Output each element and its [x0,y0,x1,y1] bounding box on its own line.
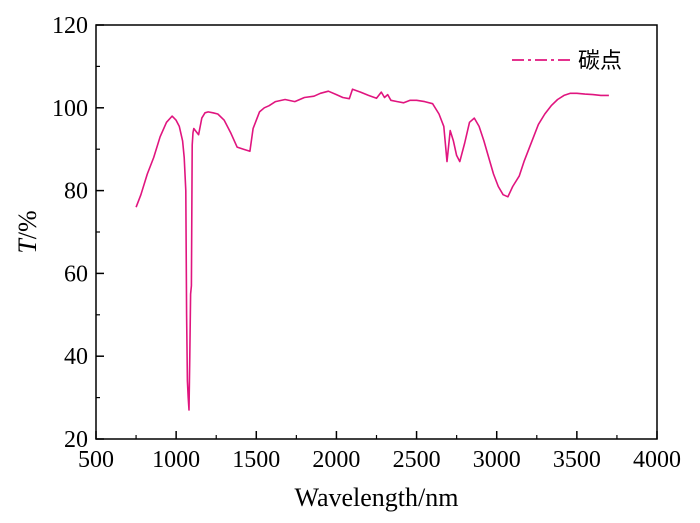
y-tick-label: 60 [64,261,88,287]
y-axis-title: T/% [13,210,42,253]
x-tick-label: 1000 [152,447,200,473]
x-tick-label: 3000 [473,447,521,473]
x-tick-label: 500 [78,447,114,473]
x-tick-label: 2000 [312,447,360,473]
plot-frame [95,24,658,440]
y-tick-label: 120 [52,13,88,39]
x-tick-label: 1500 [232,447,280,473]
legend-label: 碳点 [578,49,622,74]
y-axis-title-unit: /% [13,210,42,239]
y-tick-label: 80 [64,179,88,205]
x-tick-label: 2500 [393,447,441,473]
y-axis: 20 40 60 80 100 120 [52,13,104,453]
x-tick-label: 3500 [553,447,601,473]
y-tick-label: 100 [52,96,88,122]
series-line [135,88,609,411]
y-axis-title-symbol: T [13,238,42,254]
y-tick-label: 20 [64,427,88,453]
x-axis-title: Wavelength/nm [295,483,459,512]
x-tick-label: 4000 [633,447,681,473]
legend: 碳点 [512,49,622,74]
x-axis: 500 1000 1500 2000 2500 3000 3500 4000 [78,431,681,473]
series-layer [135,88,609,411]
y-tick-label: 40 [64,344,88,370]
